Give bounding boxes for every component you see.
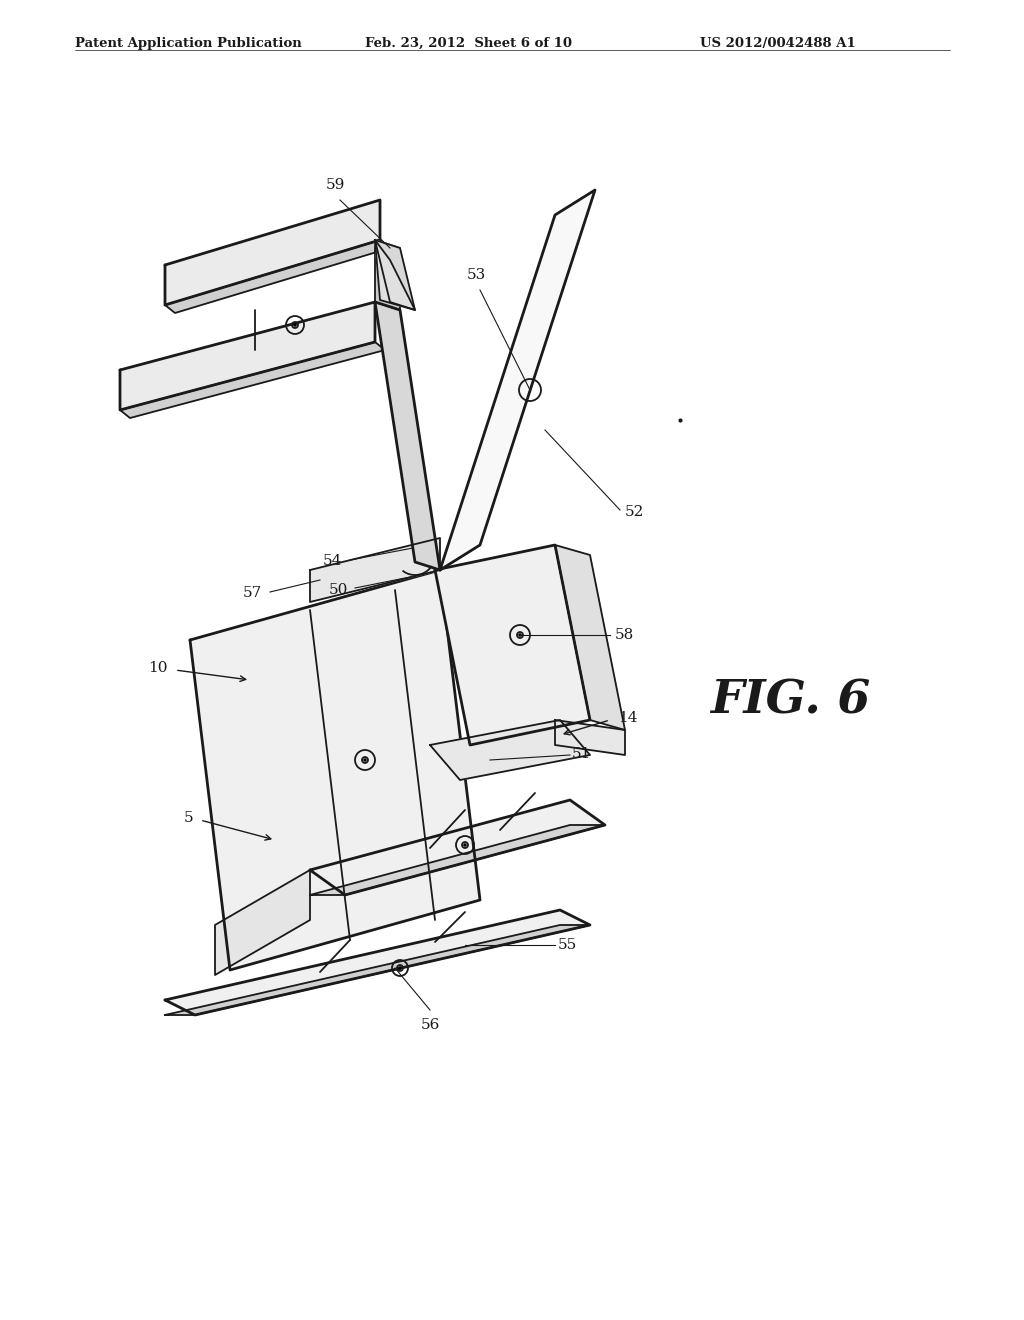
Text: Patent Application Publication: Patent Application Publication: [75, 37, 302, 50]
Polygon shape: [310, 539, 440, 602]
Polygon shape: [165, 909, 590, 1015]
Polygon shape: [435, 545, 590, 744]
Polygon shape: [440, 190, 595, 570]
Text: 58: 58: [615, 628, 634, 642]
Text: 55: 55: [558, 939, 578, 952]
Polygon shape: [190, 570, 480, 970]
Text: 57: 57: [243, 586, 262, 601]
Polygon shape: [375, 240, 415, 310]
Circle shape: [519, 634, 521, 636]
Text: US 2012/0042488 A1: US 2012/0042488 A1: [700, 37, 856, 50]
Polygon shape: [555, 719, 625, 755]
Text: 5: 5: [183, 810, 193, 825]
Circle shape: [364, 759, 366, 762]
Polygon shape: [165, 925, 590, 1015]
Polygon shape: [165, 240, 390, 313]
Text: 54: 54: [323, 554, 342, 568]
Text: FIG. 6: FIG. 6: [710, 677, 870, 723]
Circle shape: [399, 968, 401, 969]
Text: 53: 53: [466, 268, 485, 282]
Polygon shape: [430, 719, 590, 780]
Circle shape: [464, 843, 466, 846]
Text: Feb. 23, 2012  Sheet 6 of 10: Feb. 23, 2012 Sheet 6 of 10: [365, 37, 572, 50]
Polygon shape: [375, 240, 400, 310]
Text: 51: 51: [572, 747, 592, 762]
Text: 14: 14: [618, 711, 638, 725]
Circle shape: [294, 323, 296, 326]
Text: 52: 52: [625, 506, 644, 519]
Text: 59: 59: [326, 178, 345, 191]
Polygon shape: [120, 342, 385, 418]
Text: 10: 10: [148, 661, 168, 675]
Polygon shape: [555, 545, 625, 730]
Polygon shape: [215, 870, 310, 975]
Polygon shape: [375, 302, 440, 570]
Polygon shape: [120, 302, 375, 411]
Text: 56: 56: [420, 1018, 439, 1032]
Polygon shape: [310, 825, 605, 895]
Text: 50: 50: [329, 583, 348, 597]
Polygon shape: [165, 201, 380, 305]
Polygon shape: [375, 240, 415, 310]
Polygon shape: [310, 800, 605, 895]
